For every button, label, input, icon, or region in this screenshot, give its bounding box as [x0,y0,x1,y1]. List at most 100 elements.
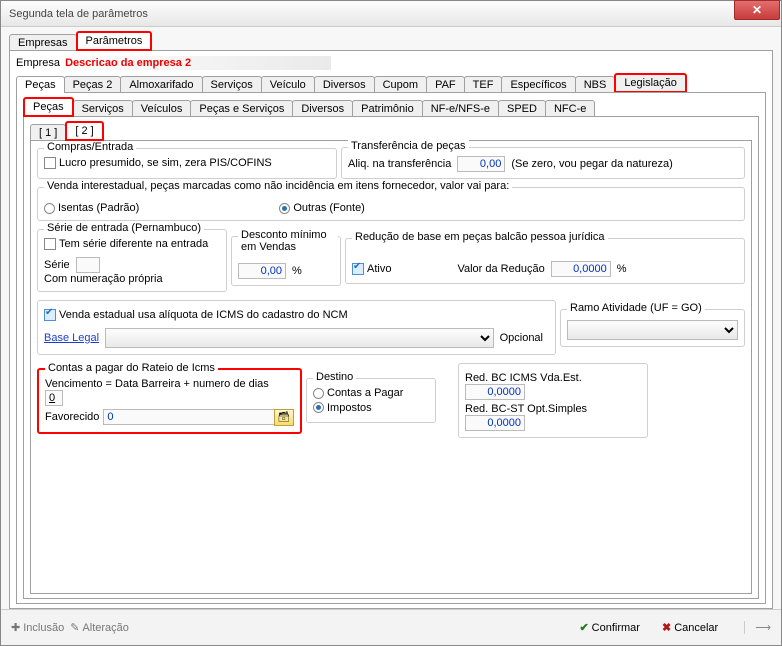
radio-icon [279,203,290,214]
radio-outras[interactable]: Outras (Fonte) [279,202,365,214]
venc-input[interactable] [45,390,63,406]
confirmar-button[interactable]: ✔ Confirmar [579,621,640,634]
cat-tab-paf[interactable]: PAF [426,76,465,93]
ncm-combo[interactable] [105,328,494,348]
category-tab-body: Peças Serviços Veículos Peças e Serviços… [16,92,766,604]
cat-tab-pecas2[interactable]: Peças 2 [64,76,122,93]
cat-tab-tef[interactable]: TEF [464,76,503,93]
radio-icon [44,203,55,214]
contas-label: Contas a Pagar [327,387,403,399]
reducao-legend: Redução de base em peças balcão pessoa j… [352,231,608,243]
radio-icon [313,388,324,399]
page-tabstrip: [ 1 ] [ 2 ] [30,121,752,141]
reducao-pct: % [617,263,627,275]
group-interestadual: Venda interestadual, peças marcadas como… [37,187,745,221]
sub-tab-nfe[interactable]: NF-e/NFS-e [422,100,499,117]
red-est-input[interactable] [465,384,525,400]
red-simples-input[interactable] [465,415,525,431]
group-destino: Destino Contas a Pagar Impostos [306,378,436,423]
radio-isentas[interactable]: Isentas (Padrão) [44,202,139,214]
radio-icon [313,402,324,413]
page-tab-1[interactable]: [ 1 ] [30,124,66,141]
cross-icon: ✖ [662,621,671,634]
ncm-checkbox[interactable]: Venda estadual usa alíquota de ICMS do c… [44,309,348,321]
check-icon: ✔ [579,621,588,634]
tab-parametros[interactable]: Parâmetros [76,31,153,51]
window-title: Segunda tela de parâmetros [9,8,148,20]
checkbox-icon [352,263,364,275]
radio-contas[interactable]: Contas a Pagar [313,387,403,399]
cat-tab-legislacao[interactable]: Legislação [614,73,687,93]
exit-icon[interactable]: ⟶ [744,621,771,634]
base-legal-link[interactable]: Base Legal [44,332,99,344]
aliq-label: Aliq. na transferência [348,158,451,170]
group-ramo: Ramo Atividade (UF = GO) [560,309,745,347]
group-desconto: Desconto mínimo em Vendas % [231,236,341,286]
serie-input[interactable] [76,257,100,273]
lucro-label: Lucro presumido, se sim, zera PIS/COFINS [59,157,272,169]
favorecido-input[interactable] [103,409,275,425]
status-inclusao[interactable]: ✚ Inclusão [11,621,64,634]
reducao-valor-input[interactable] [551,261,611,277]
top-tabstrip: Empresas Parâmetros [9,31,773,51]
group-ncm: Venda estadual usa alíquota de ICMS do c… [37,300,556,355]
sub-tab-pecas[interactable]: Peças [23,97,74,117]
cat-tab-pecas[interactable]: Peças [16,76,65,93]
serie-label: Série [44,259,70,271]
serie-legend: Série de entrada (Pernambuco) [44,222,204,234]
checkbox-icon [44,238,56,250]
favorecido-lookup-button[interactable]: 🗃 [274,409,294,426]
sub-tab-body: [ 1 ] [ 2 ] Compras/Entrada Lucro presum… [23,116,759,599]
sub-tab-pecas-servicos[interactable]: Peças e Serviços [190,100,293,117]
cat-tab-especificos[interactable]: Específicos [501,76,575,93]
sub-tab-diversos[interactable]: Diversos [292,100,353,117]
sub-tab-nfce[interactable]: NFC-e [545,100,595,117]
checkbox-icon [44,157,56,169]
desconto-input[interactable] [238,263,286,279]
close-icon: ✕ [752,3,762,17]
sub-tab-servicos[interactable]: Serviços [73,100,133,117]
sub-tab-patrimonio[interactable]: Patrimônio [352,100,423,117]
sub-tab-veiculos[interactable]: Veículos [132,100,192,117]
empresa-value: Descricao da empresa 2 [63,56,331,70]
transf-legend: Transferência de peças [348,140,469,152]
reducao-valor-label: Valor da Redução [457,263,544,275]
tab-empresas[interactable]: Empresas [9,34,77,51]
lucro-checkbox[interactable]: Lucro presumido, se sim, zera PIS/COFINS [44,157,272,169]
ramo-legend: Ramo Atividade (UF = GO) [567,302,705,314]
red-est-label: Red. BC ICMS Vda.Est. [465,372,582,384]
titlebar: Segunda tela de parâmetros ✕ [1,1,781,27]
cat-tab-servicos[interactable]: Serviços [202,76,262,93]
radio-impostos[interactable]: Impostos [313,402,372,414]
group-reducoes-go: Red. BC ICMS Vda.Est. Red. BC-ST Opt.Sim… [458,363,648,438]
interestadual-text: Venda interestadual, peças marcadas como… [44,180,512,192]
cat-tab-almoxarifado[interactable]: Almoxarifado [120,76,202,93]
group-reducao: Redução de base em peças balcão pessoa j… [345,238,745,284]
cat-tab-cupom[interactable]: Cupom [374,76,427,93]
rateio-legend: Contas a pagar do Rateio de Icms [45,362,218,374]
checkbox-icon [44,309,56,321]
desconto-pct: % [292,265,302,277]
isentas-label: Isentas (Padrão) [58,202,139,214]
sub-tab-sped[interactable]: SPED [498,100,546,117]
serie-diferente-label: Tem série diferente na entrada [59,238,208,250]
plus-icon: ✚ [11,621,20,634]
empresa-line: Empresa Descricao da empresa 2 [16,55,766,73]
group-rateio: Contas a pagar do Rateio de Icms Vencime… [37,368,302,434]
ramo-combo[interactable] [567,320,738,340]
category-tabstrip: Peças Peças 2 Almoxarifado Serviços Veíc… [16,73,766,93]
close-button[interactable]: ✕ [734,0,780,20]
favorecido-label: Favorecido [45,411,99,423]
reducao-ativo-checkbox[interactable]: Ativo [352,263,391,275]
desconto-legend: Desconto mínimo em Vendas [238,229,338,253]
serie-diferente-checkbox[interactable]: Tem série diferente na entrada [44,238,208,250]
aliq-input[interactable] [457,156,505,172]
cat-tab-diversos[interactable]: Diversos [314,76,375,93]
cat-tab-veiculo[interactable]: Veículo [261,76,315,93]
window: Segunda tela de parâmetros ✕ Empresas Pa… [0,0,782,646]
page-tab-2[interactable]: [ 2 ] [65,121,103,141]
group-compras: Compras/Entrada Lucro presumido, se sim,… [37,148,337,179]
cancelar-button[interactable]: ✖ Cancelar [662,621,718,634]
cat-tab-nbs[interactable]: NBS [575,76,616,93]
status-alteracao[interactable]: ✎ Alteração [70,621,129,634]
